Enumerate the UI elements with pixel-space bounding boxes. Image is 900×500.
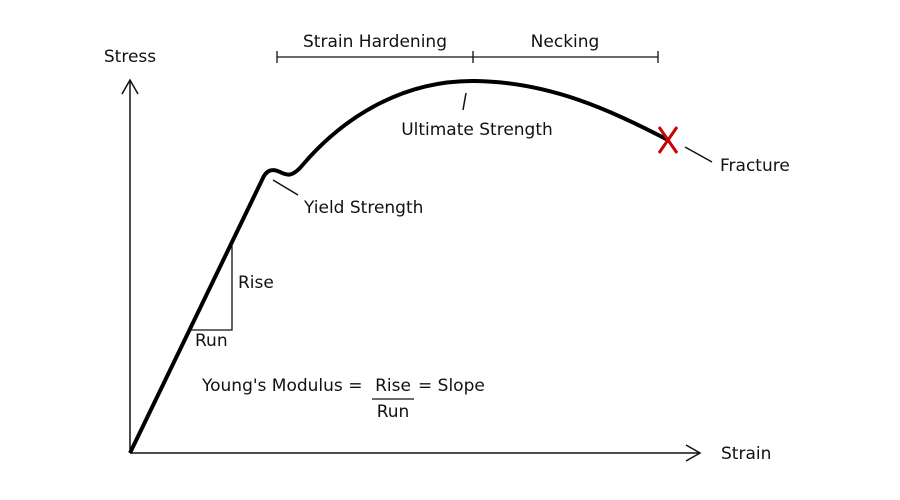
annotation: Run	[195, 331, 228, 351]
annotation: Fracture	[720, 156, 790, 176]
fracture-mark	[657, 126, 679, 154]
region-label: Strain Hardening	[303, 32, 447, 52]
x-label: Strain	[721, 444, 771, 464]
region-label: Necking	[531, 32, 600, 52]
axes	[121, 78, 702, 462]
leader-lines	[272, 92, 713, 196]
annotation: Ultimate Strength	[401, 120, 553, 140]
formula-text: Young's Modulus =	[201, 376, 362, 396]
y-label: Stress	[104, 47, 156, 67]
region-bracket	[276, 51, 659, 63]
formula-text: Rise	[375, 376, 411, 396]
annotation: Yield Strength	[303, 198, 423, 218]
stress-strain-curve	[128, 78, 669, 454]
annotation: Rise	[238, 273, 274, 293]
y-arrow	[121, 78, 139, 95]
formula-text: = Slope	[418, 376, 485, 396]
x-arrow	[685, 444, 702, 462]
formula-text: Run	[377, 402, 410, 422]
slope-triangle	[190, 246, 414, 400]
